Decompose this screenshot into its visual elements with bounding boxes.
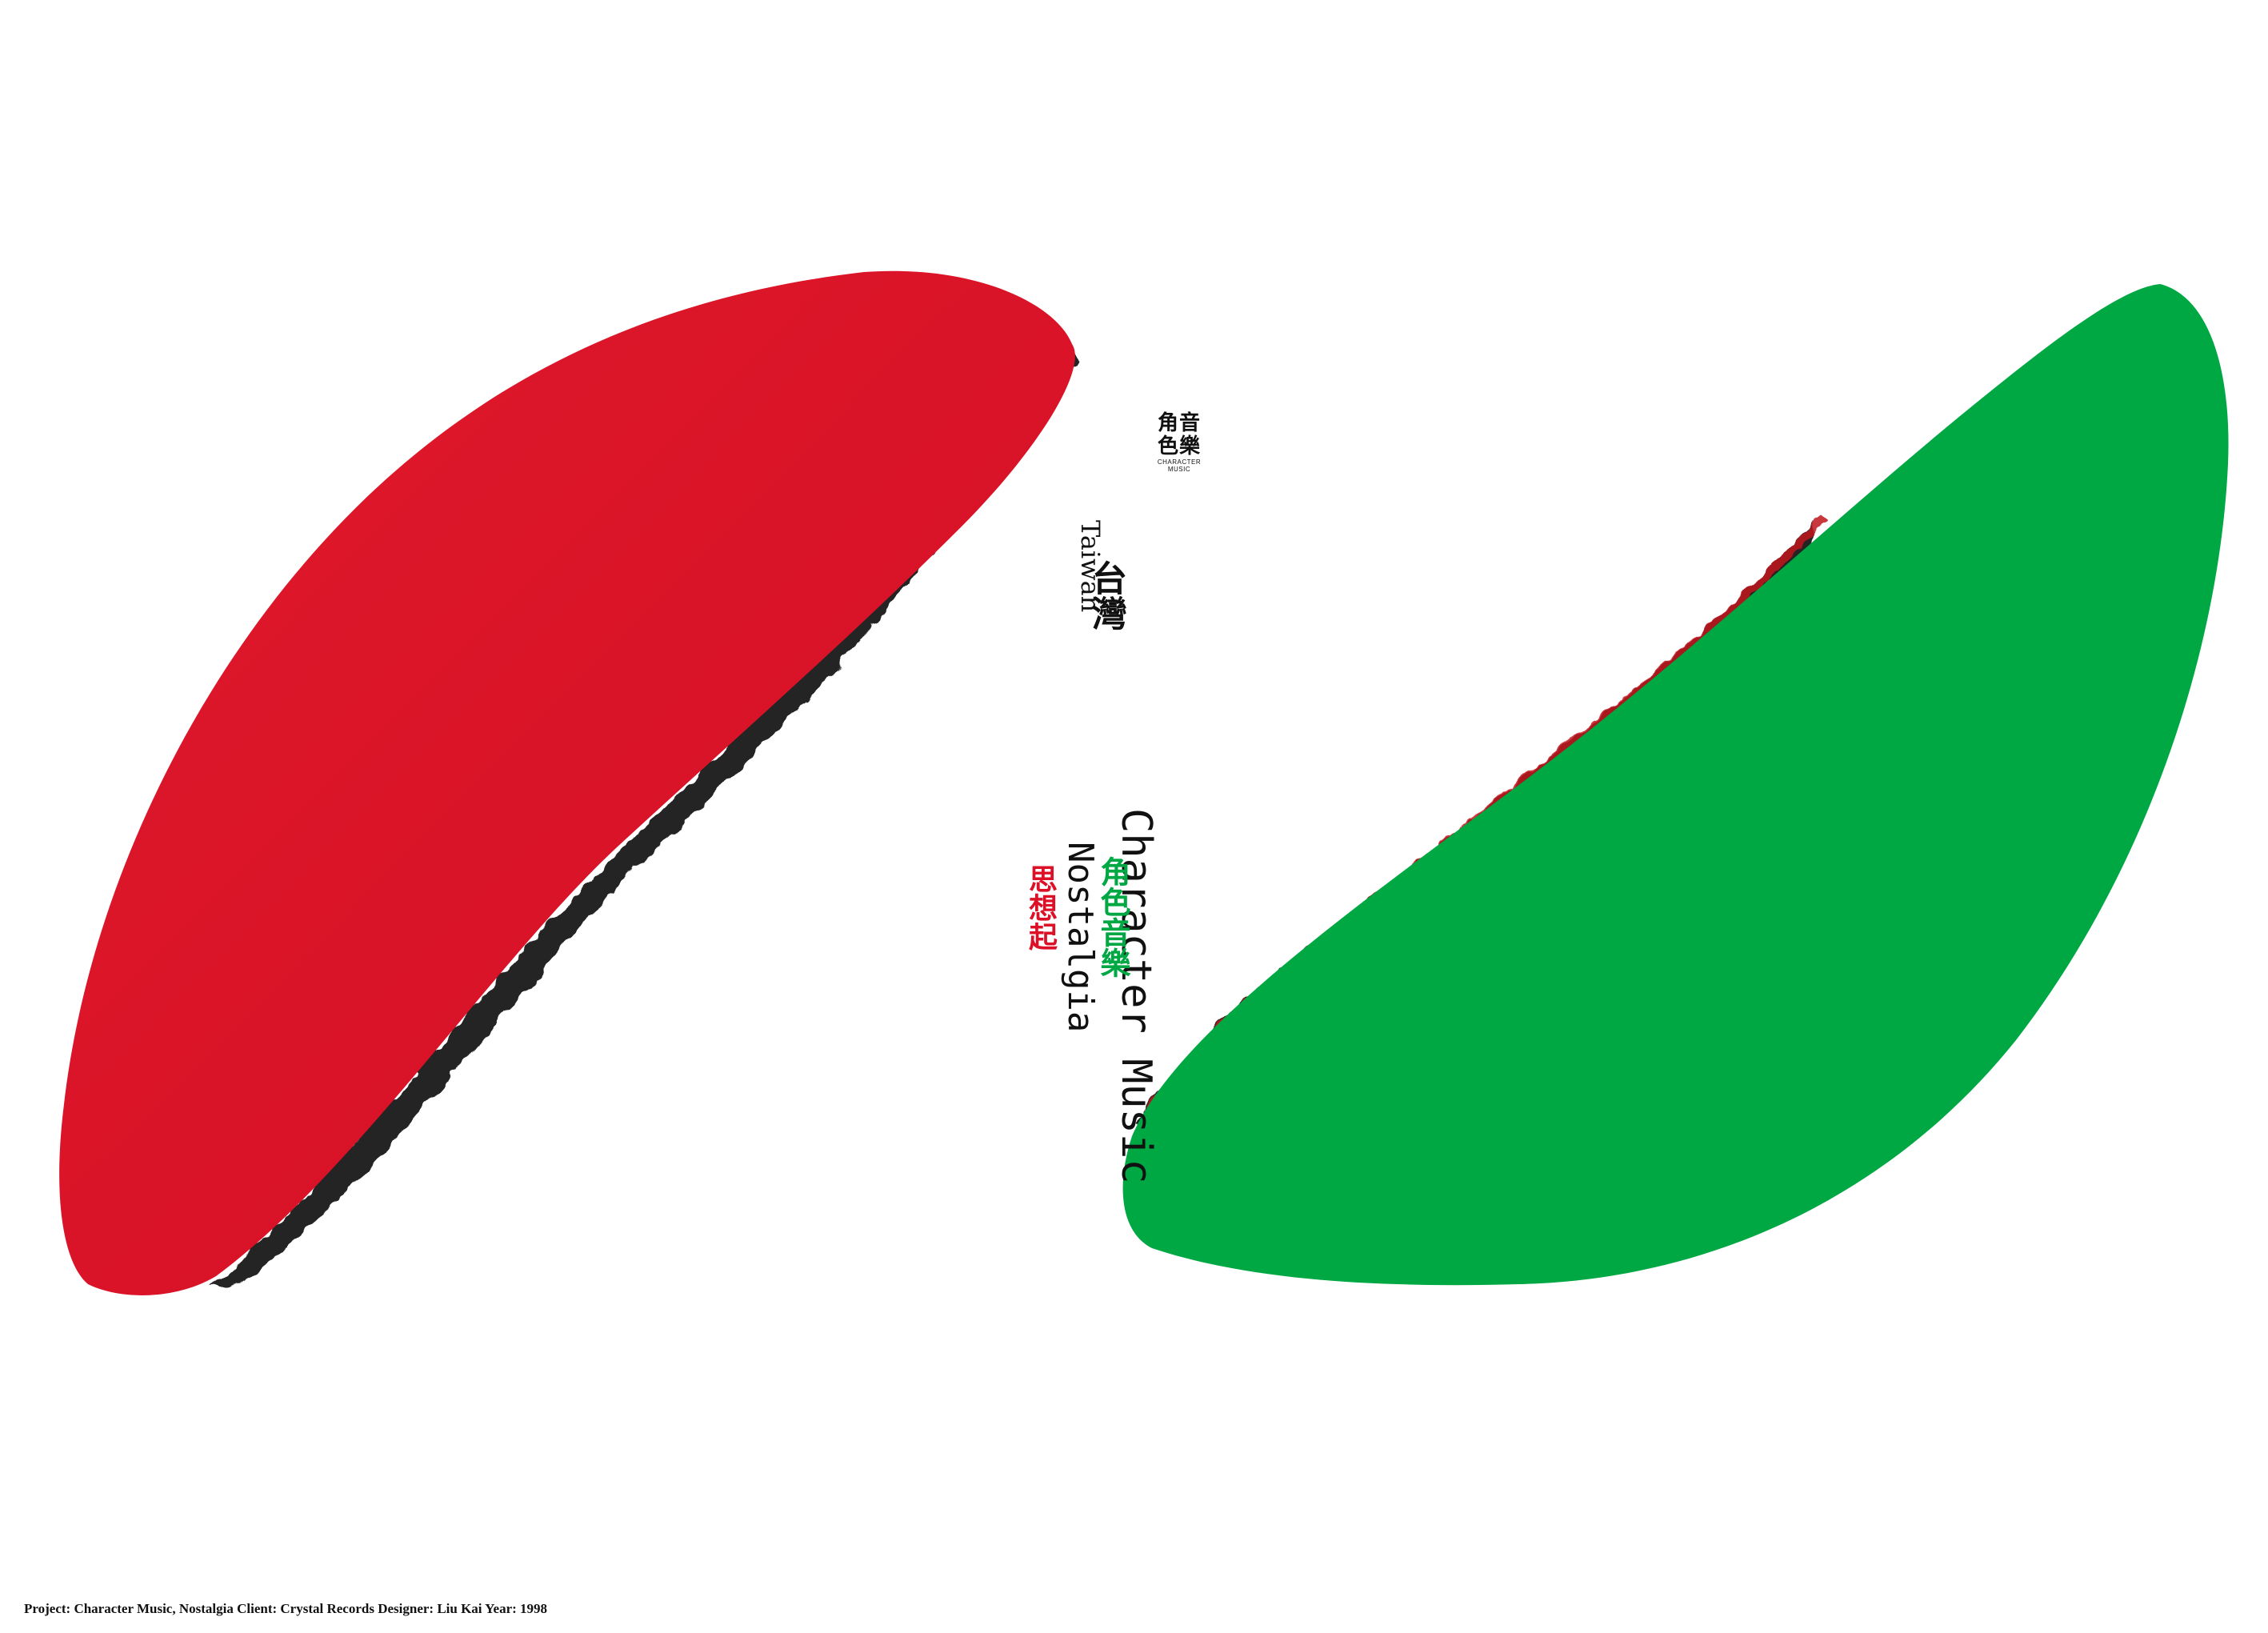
green-brush-shape [1122,284,2229,1286]
nostalgia-cjk-title: 思想起 [1024,864,1058,951]
character-music-title: Character Music [1112,808,1160,1184]
taiwan-cjk-label: 台灣 [1086,560,1126,630]
credits-caption: Project: Character Music, Nostalgia Clie… [24,1601,548,1616]
red-shape-body [59,270,1075,1295]
logo-cjk-bottom: 色樂 [1157,434,1201,458]
logo-cjk-top: 角音 [1157,411,1201,435]
green-shape-body [1122,284,2229,1286]
nostalgia-title: Nostalgia [1060,842,1101,1033]
character-music-logo: 角音 色樂 CHARACTER MUSIC [1152,411,1206,474]
taiwan-en-label: Taiwan [1075,520,1106,613]
logo-sub-top: CHARACTER [1157,458,1202,466]
red-brush-shape [59,270,1078,1295]
character-music-cjk-title: 角色音樂 [1095,856,1131,978]
logo-sub-bottom: MUSIC [1167,466,1191,473]
